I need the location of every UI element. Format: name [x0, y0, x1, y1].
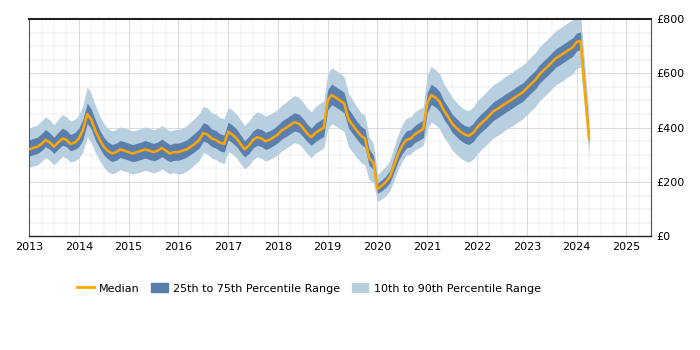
- Legend: Median, 25th to 75th Percentile Range, 10th to 90th Percentile Range: Median, 25th to 75th Percentile Range, 1…: [73, 279, 545, 298]
